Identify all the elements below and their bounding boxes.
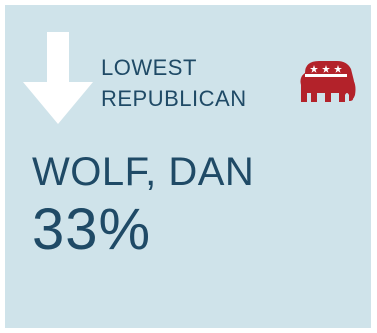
card-heading: LOWEST REPUBLICAN	[101, 52, 247, 114]
arrow-down-icon	[23, 32, 93, 124]
candidate-name: WOLF, DAN	[32, 150, 255, 194]
result-card: LOWEST REPUBLICAN WOLF, DAN 33%	[5, 5, 371, 328]
heading-line-republican: REPUBLICAN	[101, 86, 247, 111]
vote-percentage: 33%	[32, 197, 152, 262]
republican-elephant-icon	[300, 61, 356, 102]
heading-line-lowest: LOWEST	[101, 55, 197, 80]
